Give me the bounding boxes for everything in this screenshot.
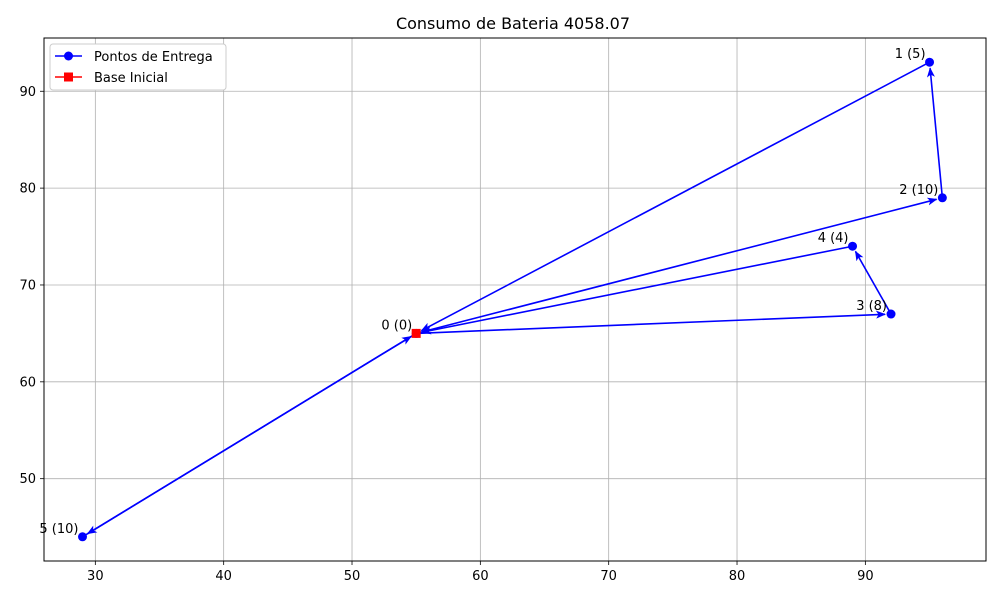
y-tick-label: 70 [19,278,36,293]
legend: Pontos de Entrega Base Inicial [49,43,227,91]
y-tick-label: 90 [19,85,36,100]
delivery-point [937,193,947,203]
delivery-point [925,57,935,67]
delivery-point [78,532,88,542]
point-label: 3 (8) [856,299,887,314]
plot-frame [43,37,987,562]
grid [44,38,986,561]
y-tick-label: 60 [19,375,36,390]
route-arrow [82,335,412,538]
data-points [78,57,947,542]
route-arrow [854,250,892,315]
x-tick-label: 90 [857,569,874,584]
route-arrow [420,61,930,332]
x-tick-label: 40 [215,569,232,584]
route-arrow [926,67,944,198]
legend-box [49,43,227,91]
legend-label-delivery: Pontos de Entrega [94,50,213,65]
chart-title: Consumo de Bateria 4058.07 [396,14,630,33]
point-label: 0 (0) [381,318,412,333]
x-tick-label: 30 [87,569,104,584]
delivery-point [848,241,858,251]
x-tick-label: 60 [472,569,489,584]
legend-label-base: Base Inicial [94,71,168,86]
point-label: 5 (10) [39,522,78,537]
base-point [411,328,421,338]
legend-marker-delivery [64,51,73,61]
legend-marker-base [64,72,73,82]
x-tick-label: 80 [729,569,746,584]
point-label: 1 (5) [895,47,926,62]
axes: 30 40 50 60 70 80 90 50 60 70 80 90 [19,85,873,584]
route-arrow [421,245,853,335]
y-tick-label: 50 [19,472,36,487]
point-label: 2 (10) [899,183,938,198]
y-tick-label: 80 [19,182,36,197]
delivery-point [886,309,896,319]
route-arrow [416,310,887,335]
legend-entry-base: Base Inicial [55,71,168,86]
route-arrows [82,61,944,538]
point-labels: 0 (0) 1 (5) 2 (10) 3 (8) 4 (4) 5 (10) [39,47,938,537]
route-arrow [415,197,938,335]
x-tick-label: 70 [600,569,617,584]
x-tick-label: 50 [344,569,361,584]
point-label: 4 (4) [818,231,849,246]
legend-entry-delivery: Pontos de Entrega [55,50,213,65]
